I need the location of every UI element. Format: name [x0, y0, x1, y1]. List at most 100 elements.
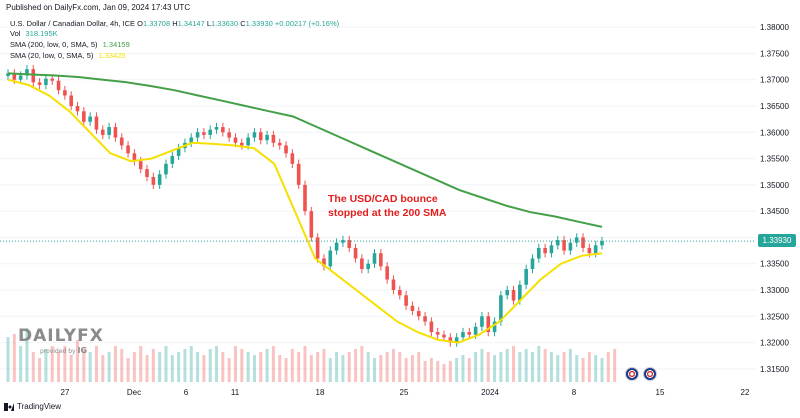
- volume-bar: [290, 349, 294, 382]
- watermark-sub: provided by: [40, 348, 76, 355]
- candle-body: [435, 332, 440, 335]
- volume-bar: [126, 358, 130, 382]
- symbol-label: U.S. Dollar / Canadian Dollar, 4h, ICE: [10, 19, 136, 28]
- volume-bar: [556, 355, 560, 382]
- us-flag-icon[interactable]: [643, 367, 657, 381]
- volume-bar: [63, 346, 67, 382]
- volume-bar: [240, 349, 244, 382]
- candle-body: [568, 242, 573, 251]
- candle-body: [587, 247, 592, 254]
- candle-body: [600, 241, 604, 246]
- time-tick-label: 22: [741, 388, 750, 397]
- candle-body: [543, 247, 547, 254]
- candle-body: [107, 127, 111, 135]
- sma20-label: SMA (20, low, 0, SMA, 5): [10, 51, 94, 60]
- candle-body: [82, 111, 86, 122]
- chart-annotation: The USD/CAD bounce stopped at the 200 SM…: [328, 192, 488, 220]
- time-tick-label: 11: [231, 388, 240, 397]
- time-axis[interactable]: 27 Dec 6 11 18 25 2024 8 15 22: [0, 382, 756, 402]
- low-label: L: [206, 19, 212, 28]
- volume-bar: [44, 349, 48, 382]
- volume-bar: [183, 349, 187, 382]
- candle-body: [233, 137, 238, 143]
- watermark-ig: IG: [77, 346, 88, 355]
- volume-bar: [145, 355, 149, 382]
- candle-body: [246, 137, 250, 146]
- tradingview-footer[interactable]: TradingView: [4, 402, 61, 411]
- candle-body: [189, 137, 194, 143]
- candle-body: [271, 134, 276, 143]
- volume-bar: [486, 352, 490, 382]
- volume-bar: [606, 352, 610, 382]
- volume-bar: [600, 358, 604, 382]
- volume-bar: [31, 352, 35, 382]
- volume-bar: [76, 340, 80, 382]
- price-tick-label: 1.34500: [760, 207, 789, 216]
- candle-body: [473, 326, 478, 335]
- volume-bar: [120, 349, 124, 382]
- volume-bar: [246, 352, 250, 382]
- volume-bar: [347, 352, 351, 382]
- change-value: +0.00217 (+0.16%): [274, 19, 340, 28]
- volume-bar: [151, 349, 155, 382]
- candle-body: [119, 137, 124, 146]
- volume-bar: [436, 361, 440, 382]
- volume-bar: [417, 352, 421, 382]
- sma20-legend[interactable]: SMA (20, low, 0, SMA, 5) 1.33425: [10, 51, 126, 61]
- volume-bar: [493, 355, 497, 382]
- candle-body: [423, 316, 427, 322]
- candle-body: [442, 334, 446, 338]
- sma20-line: [7, 78, 603, 344]
- price-tick-label: 1.33000: [760, 286, 789, 295]
- volume-bar: [50, 346, 54, 382]
- candle-body: [366, 263, 370, 269]
- volume-bar: [581, 358, 585, 382]
- low-value: 1.33630: [211, 19, 239, 28]
- volume-bar: [512, 346, 516, 382]
- volume-bar: [404, 358, 408, 382]
- volume-bar: [398, 352, 402, 382]
- volume-bar: [252, 355, 256, 382]
- volume-bar: [480, 349, 484, 382]
- candle-body: [530, 258, 535, 269]
- price-axis[interactable]: 1.38000 1.37500 1.37000 1.36500 1.36000 1.355…: [756, 14, 800, 382]
- candle-body: [6, 73, 10, 77]
- close-label: C: [240, 19, 246, 28]
- candle-body: [480, 316, 484, 327]
- volume-bar: [12, 334, 16, 382]
- candle-body: [429, 321, 434, 333]
- candle-body: [322, 258, 326, 267]
- annotation-line-1: The USD/CAD bounce: [328, 193, 438, 205]
- candle-body: [385, 266, 389, 280]
- us-flag-icon[interactable]: [625, 367, 639, 381]
- sma200-label: SMA (200, low, 0, SMA, 5): [10, 40, 98, 49]
- candle-body: [94, 116, 99, 130]
- candle-body: [44, 78, 48, 85]
- candle-body: [126, 145, 130, 154]
- volume-bar: [164, 346, 168, 382]
- time-tick-label: 8: [572, 388, 577, 397]
- volume-bar: [316, 352, 320, 382]
- volume-bar: [505, 349, 509, 382]
- candle-body: [151, 176, 156, 185]
- candle-body: [240, 142, 244, 146]
- volume-bar: [410, 355, 414, 382]
- volume-legend[interactable]: Vol 318.195K: [10, 29, 58, 39]
- volume-bar: [107, 352, 111, 382]
- candle-body: [170, 155, 175, 164]
- volume-bar: [233, 346, 237, 382]
- candle-body: [113, 127, 118, 138]
- volume-bar: [360, 346, 364, 382]
- candle-body: [416, 311, 421, 317]
- candle-body: [467, 332, 472, 335]
- volume-bar: [278, 355, 282, 382]
- volume-bar: [297, 352, 301, 382]
- candle-body: [562, 240, 566, 251]
- candle-body: [505, 290, 510, 296]
- volume-bar: [322, 349, 326, 382]
- symbol-legend[interactable]: U.S. Dollar / Canadian Dollar, 4h, ICE O…: [10, 19, 339, 29]
- volume-bar: [189, 346, 193, 382]
- sma200-legend[interactable]: SMA (200, low, 0, SMA, 5) 1.34159: [10, 40, 130, 50]
- volume-bar: [82, 349, 86, 382]
- time-tick-label: 27: [61, 388, 70, 397]
